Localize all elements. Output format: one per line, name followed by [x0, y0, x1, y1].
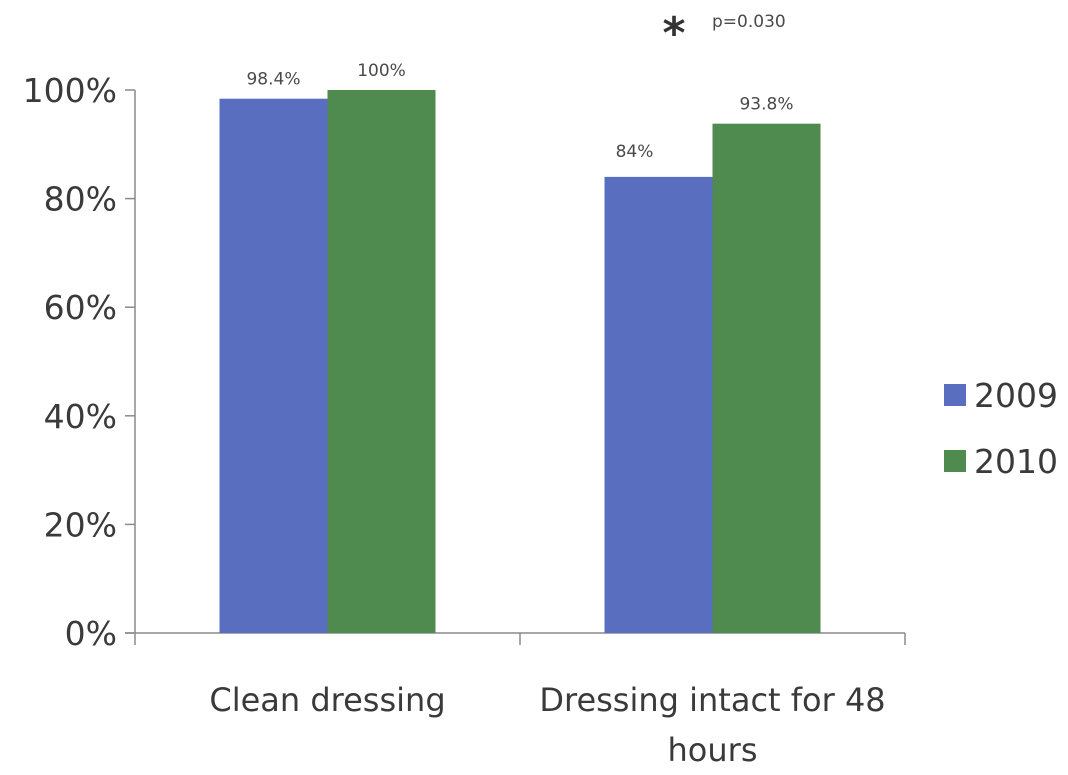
y-tick-label: 60%	[44, 288, 117, 327]
asterisk-icon: *	[662, 8, 685, 59]
y-tick-label: 40%	[44, 397, 117, 436]
bar	[219, 98, 328, 634]
legend-swatch	[944, 384, 966, 406]
x-tick-label: hours	[668, 731, 758, 769]
data-label: 98.4%	[246, 70, 300, 90]
bar	[712, 123, 821, 633]
data-labels: 98.4% 100% 84% 93.8%	[246, 61, 793, 162]
x-tick-label: Dressing intact for 48	[539, 681, 885, 719]
bars	[219, 90, 821, 634]
bar	[604, 176, 713, 633]
bar	[327, 90, 436, 633]
y-tick-label: 0%	[65, 614, 117, 653]
x-tick-label: Clean dressing	[209, 681, 445, 719]
legend-entry-label: 2010	[974, 442, 1058, 481]
data-label: 84%	[616, 142, 654, 162]
p-value-label: p=0.030	[712, 12, 786, 32]
axes: 0% 20% 40% 60% 80% 100% Clean dressing Dressing…	[23, 71, 906, 769]
legend: 2009 2010	[944, 376, 1058, 481]
data-label: 93.8%	[739, 95, 793, 115]
y-tick-label: 100%	[23, 71, 117, 110]
legend-entry-label: 2009	[974, 376, 1058, 415]
data-label: 100%	[357, 61, 406, 81]
significance-annotation: * p=0.030	[662, 8, 785, 59]
legend-swatch	[944, 450, 966, 472]
y-tick-label: 80%	[44, 180, 117, 219]
y-tick-label: 20%	[44, 505, 117, 544]
